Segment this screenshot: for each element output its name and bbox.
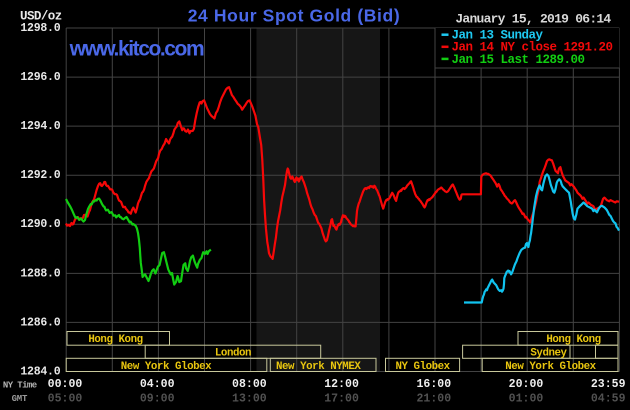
svg-text:1296.0: 1296.0 [20, 71, 60, 84]
svg-text:17:00: 17:00 [324, 392, 359, 405]
svg-text:23:59: 23:59 [591, 378, 626, 391]
svg-text:1288.0: 1288.0 [20, 267, 60, 280]
svg-text:13:00: 13:00 [232, 392, 267, 405]
svg-text:www.kitco.com: www.kitco.com [69, 38, 204, 61]
svg-text:Jan 14 NY close 1291.20: Jan 14 NY close 1291.20 [452, 41, 613, 55]
svg-text:USD/oz: USD/oz [20, 9, 62, 23]
svg-text:January 15, 2019 06:14: January 15, 2019 06:14 [455, 12, 611, 27]
svg-text:Jan 15 Last 1289.00: Jan 15 Last 1289.00 [452, 53, 585, 67]
svg-text:1292.0: 1292.0 [20, 169, 60, 182]
svg-text:1284.0: 1284.0 [20, 365, 60, 378]
svg-text:16:00: 16:00 [416, 378, 451, 391]
svg-text:New York Globex: New York Globex [121, 361, 212, 373]
svg-text:05:00: 05:00 [48, 392, 83, 405]
svg-text:04:00: 04:00 [140, 378, 175, 391]
svg-text:08:00: 08:00 [232, 378, 267, 391]
svg-text:Hong Kong: Hong Kong [546, 334, 600, 346]
svg-text:New York NYMEX: New York NYMEX [276, 361, 361, 373]
svg-text:21:00: 21:00 [416, 392, 451, 405]
svg-text:20:00: 20:00 [509, 378, 544, 391]
svg-text:Sydney: Sydney [530, 348, 567, 360]
svg-text:New York Globex: New York Globex [505, 361, 596, 373]
svg-text:Hong Kong: Hong Kong [88, 334, 142, 346]
svg-text:1286.0: 1286.0 [20, 316, 60, 329]
svg-text:04:59: 04:59 [591, 392, 626, 405]
svg-text:GMT: GMT [12, 394, 28, 404]
svg-text:NY Time: NY Time [3, 381, 37, 391]
svg-text:00:00: 00:00 [48, 378, 83, 391]
svg-text:London: London [215, 348, 251, 360]
svg-text:1298.0: 1298.0 [20, 22, 60, 35]
svg-text:01:00: 01:00 [509, 392, 544, 405]
svg-text:12:00: 12:00 [324, 378, 359, 391]
svg-text:1294.0: 1294.0 [20, 120, 60, 133]
svg-text:09:00: 09:00 [140, 392, 175, 405]
svg-text:1290.0: 1290.0 [20, 218, 60, 231]
svg-text:24 Hour Spot Gold (Bid): 24 Hour Spot Gold (Bid) [188, 6, 401, 26]
svg-text:NY Globex: NY Globex [395, 361, 450, 373]
svg-text:Jan 13 Sunday: Jan 13 Sunday [452, 29, 544, 43]
